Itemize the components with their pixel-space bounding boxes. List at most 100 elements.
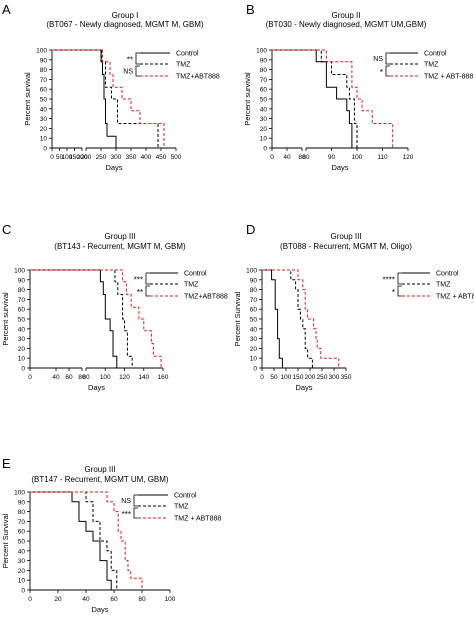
panel-a: A Group I (BT067 - Newly diagnosed, MGMT… [2, 2, 220, 172]
y-axis-label: Percent Survival [1, 513, 10, 568]
y-tick-label: 90 [18, 499, 26, 506]
survival-curve [272, 49, 358, 148]
significance-bracket [145, 272, 150, 285]
x-tick-label: 160 [158, 374, 169, 381]
y-tick-label: 70 [18, 519, 26, 526]
survival-curve [272, 49, 353, 148]
legend-label: TMZ+ABT888 [184, 294, 228, 301]
x-axis-label: Days [331, 163, 348, 172]
x-tick-label: 500 [171, 154, 182, 161]
x-tick-label: 140 [138, 374, 149, 381]
y-tick-label: 30 [40, 116, 48, 123]
significance-label: ** [137, 288, 143, 297]
x-tick-label: 20 [54, 596, 62, 603]
y-tick-label: 50 [18, 317, 26, 324]
plot-area: 0 10 20 30 40 50 60 70 80 90 100 Percent Survival 0 2… [1, 490, 221, 615]
x-tick-label: 150 [293, 374, 304, 381]
x-tick-label: 40 [283, 154, 291, 161]
legend-label: Control [436, 271, 459, 278]
y-tick-label: 20 [250, 346, 258, 353]
panel-subtitle: (BT030 - Newly diagnosed, MGMT UM,GBM) [266, 20, 427, 29]
significance-bracket [145, 285, 150, 297]
panel-subtitle: (BT147 - Recurrent, MGMT UM, GBM) [31, 475, 169, 484]
y-tick-label: 10 [260, 136, 268, 143]
x-tick-label: 250 [96, 154, 107, 161]
y-tick-label: 0 [263, 146, 267, 153]
y-tick-label: 50 [250, 317, 258, 324]
y-tick-label: 60 [18, 529, 26, 536]
y-axis-label: Percent survival [243, 72, 252, 126]
y-tick-label: 30 [250, 336, 258, 343]
x-tick-label: 80 [82, 374, 90, 381]
survival-curve [262, 269, 283, 368]
x-tick-label: 50 [270, 374, 278, 381]
x-tick-label: 200 [81, 154, 92, 161]
significance-label: **** [383, 276, 395, 285]
plot-area: 0 10 20 30 40 50 60 70 80 90 100 Percent survival 0 4… [243, 48, 473, 173]
panel-d: D Group III (BT088 - Recurrent, MGMT M, … [233, 222, 474, 392]
y-tick-label: 90 [250, 277, 258, 284]
x-tick-label: 80 [138, 596, 146, 603]
x-tick-label: 120 [403, 154, 414, 161]
panel-title: Group III [84, 465, 115, 474]
survival-curve [30, 269, 133, 368]
significance-label: * [392, 288, 395, 297]
y-tick-label: 30 [260, 116, 268, 123]
panel-c: C Group III (BT143 - Recurrent, MGMT M, … [1, 222, 228, 392]
y-tick-label: 60 [18, 307, 26, 314]
panel-title: Group II [332, 11, 361, 20]
survival-curve [272, 49, 394, 148]
y-tick-label: 0 [253, 366, 257, 373]
x-tick-label: 0 [28, 374, 32, 381]
x-tick-label: 200 [305, 374, 316, 381]
y-tick-label: 40 [260, 106, 268, 113]
significance-bracket [135, 52, 140, 65]
survival-curve [30, 491, 118, 590]
panel-letter: B [246, 2, 255, 17]
plot-area: 0 10 20 30 40 50 60 70 80 90 100 Percent survival 0 4… [1, 268, 228, 393]
x-tick-label: 100 [165, 596, 176, 603]
y-tick-label: 50 [260, 97, 268, 104]
x-tick-label: 100 [281, 374, 292, 381]
survival-curve [30, 491, 143, 590]
y-tick-label: 30 [18, 558, 26, 565]
x-tick-label: 100 [100, 374, 111, 381]
x-tick-label: 100 [62, 154, 73, 161]
y-tick-label: 40 [18, 326, 26, 333]
y-tick-label: 100 [36, 48, 47, 55]
x-tick-label: 250 [317, 374, 328, 381]
survival-curve [30, 269, 162, 368]
significance-label: ** [127, 56, 133, 65]
y-tick-label: 50 [18, 539, 26, 546]
significance-bracket [385, 52, 390, 65]
x-tick-label: 80 [78, 374, 86, 381]
x-tick-label: 400 [141, 154, 152, 161]
y-tick-label: 90 [40, 57, 48, 64]
legend-label: TMZ [184, 282, 199, 289]
significance-label: *** [122, 510, 131, 519]
y-tick-label: 80 [18, 509, 26, 516]
y-tick-label: 20 [18, 346, 26, 353]
x-axis-label: Days [295, 383, 312, 392]
y-tick-label: 100 [246, 268, 257, 275]
y-axis-label: Percent survival [23, 72, 32, 126]
significance-label: *** [134, 276, 143, 285]
x-tick-label: 0 [260, 374, 264, 381]
panel-b: B Group II (BT030 - Newly diagnosed, MGM… [243, 2, 473, 172]
x-tick-label: 0 [270, 154, 274, 161]
survival-curve [52, 49, 165, 148]
survival-curve [52, 49, 117, 148]
y-tick-label: 10 [18, 356, 26, 363]
y-tick-label: 60 [40, 87, 48, 94]
x-tick-label: 80 [302, 154, 310, 161]
y-tick-label: 60 [260, 87, 268, 94]
legend-label: TMZ + ABT888 [436, 294, 474, 301]
legend-label: Control [424, 51, 447, 58]
y-tick-label: 100 [256, 48, 267, 55]
x-tick-label: 0 [28, 596, 32, 603]
legend-label: Control [176, 51, 199, 58]
panel-title: Group III [104, 232, 135, 241]
legend-label: TMZ [176, 62, 191, 69]
survival-curve [262, 269, 340, 368]
survival-curve [262, 269, 313, 368]
